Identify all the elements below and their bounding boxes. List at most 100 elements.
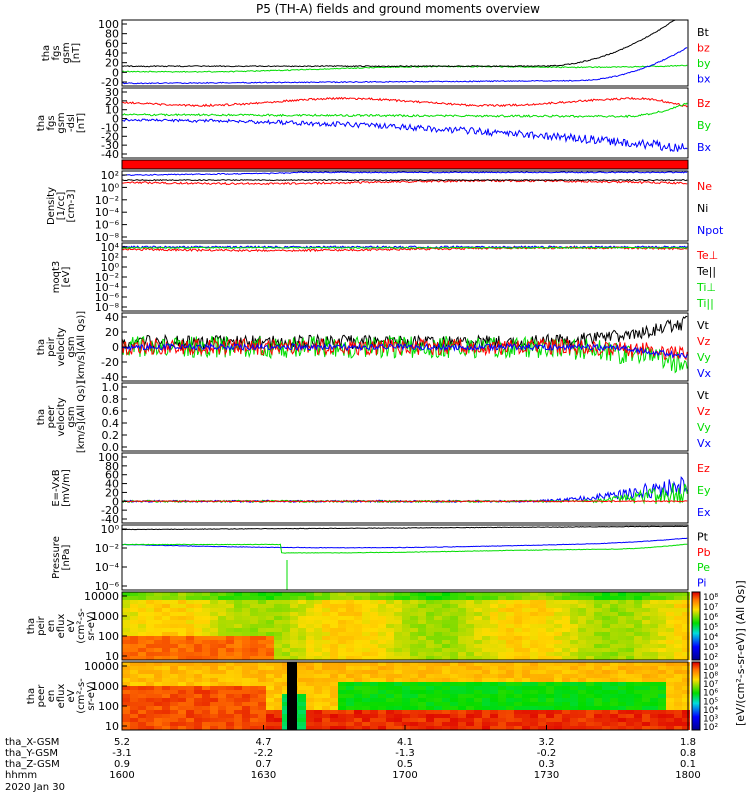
ytick-label: 10⁻⁴ — [95, 206, 120, 219]
ytick-label: 20 — [105, 57, 119, 70]
ylabel-line: peer — [46, 405, 57, 429]
ylabel-line: peir — [36, 615, 47, 635]
ylabel-line: fgs — [51, 45, 62, 60]
trace-Ni — [121, 178, 688, 182]
panel-frame — [121, 170, 689, 242]
legend-entry: Bz — [697, 97, 711, 110]
quality-flag-bar — [122, 160, 688, 169]
ylabel-line: peir — [46, 336, 57, 356]
ytick-label: 0 — [112, 495, 119, 508]
panel-9: 10⁰ 10⁻² 10⁻⁴ 10⁻⁶ Pressure [nPa] Pt Pb Pe Pi — [51, 523, 711, 593]
ylabel-line: fgs — [46, 115, 57, 130]
date-label: 2020 Jan 30 — [5, 782, 65, 793]
ytick-label: 10⁻² — [95, 271, 119, 284]
ytick-label: 10 — [105, 104, 119, 117]
bottom-ephemeris: tha_X-GSM 5.2 4.7 4.1 3.2 1.8 tha_Y-GSM -3.1 -2.… — [5, 725, 701, 793]
ephemeris-value: 0.8 — [680, 748, 696, 759]
legend-entry: Pe — [697, 561, 710, 574]
legend-entry: Vz — [697, 335, 711, 348]
ylabel-line: eflux — [56, 684, 67, 709]
ytick-label: 0.2 — [102, 429, 120, 442]
colorbar-tick: 10³ — [703, 643, 718, 653]
legend-entry: bz — [697, 41, 710, 54]
ylabel-line: velocity — [56, 327, 67, 366]
legend-entry: Npot — [697, 224, 724, 237]
ytick-label: 80 — [105, 460, 119, 473]
colorbar-tick: 10⁵ — [703, 623, 718, 633]
ephemeris-label: hhmm — [5, 770, 37, 781]
legend-entry: Pt — [697, 531, 709, 544]
legend-entry: Ni — [697, 202, 708, 215]
trace-Npot — [121, 171, 688, 177]
colorbar-tick: 10³ — [703, 714, 718, 724]
ylabel-line: [mV/m] — [61, 469, 72, 507]
ytick-label: 20 — [105, 95, 119, 108]
ytick-label: -40 — [101, 513, 119, 526]
ytick-label: 10 — [105, 650, 119, 663]
ytick-label: -30 — [101, 139, 119, 152]
panel-11: 10000 1000 100 10 tha peer en eflux eV (cm²-s-sr-… — [26, 660, 689, 733]
ytick-label: -40 — [101, 148, 119, 161]
ylabel-line: tha — [36, 409, 47, 425]
ytick-label: 0.6 — [102, 405, 120, 418]
ylabel-line: (cm²-s- — [76, 608, 87, 644]
data-gap-marker — [287, 662, 297, 730]
colorbar-frame — [691, 661, 701, 731]
legend-entry: Te|| — [696, 265, 716, 278]
colorbar-tick: 10⁹ — [703, 663, 718, 673]
legend-entry: Te⊥ — [696, 249, 718, 262]
ephemeris-value: -2.2 — [254, 748, 274, 759]
ytick-label: 100 — [98, 18, 119, 31]
legend-entry: Ex — [697, 506, 711, 519]
ytick-label: -20 — [101, 76, 119, 89]
ytick-label: 0 — [112, 113, 119, 126]
ephemeris-label: tha_Z-GSM — [5, 759, 60, 770]
ylabel-line: Pressure — [51, 536, 62, 579]
ytick-label: 100 — [98, 451, 119, 464]
legend-entry: Vx — [697, 437, 712, 450]
ephemeris-value: -1.3 — [395, 748, 415, 759]
ephemeris-label: tha_X-GSM — [5, 737, 59, 748]
ephemeris-value: 4.1 — [397, 737, 413, 748]
ephemeris-value: 0.1 — [680, 759, 696, 770]
ytick-label: -40 — [101, 371, 119, 384]
ylabel-line: tha — [26, 618, 37, 634]
colorbars-group: 10⁸10⁷10⁶10⁵10⁴10³10²10⁹10⁸10⁷10⁶10⁵10⁴1… — [691, 580, 747, 733]
ytick-label: 10⁰ — [101, 181, 120, 194]
ylabel-line: sr-eV) — [86, 681, 97, 710]
trace-Pi — [122, 537, 688, 549]
trace-Ez — [121, 500, 688, 503]
ytick-label: -20 — [101, 130, 119, 143]
legend-entry: Ez — [697, 462, 710, 475]
ylabel-line: gsm — [56, 112, 67, 133]
trace-Vx — [121, 342, 688, 359]
ephemeris-value: 1800 — [675, 770, 700, 781]
ephemeris-value: 1.8 — [680, 737, 696, 748]
ytick-label: 10⁻² — [95, 194, 119, 207]
trace-Bz — [121, 96, 688, 108]
trace-Pe — [121, 543, 688, 554]
ytick-label: 1000 — [91, 610, 119, 623]
ylabel-line: eflux — [56, 614, 67, 639]
ephemeris-value: 1700 — [392, 770, 417, 781]
colorbar-tick: 10⁴ — [703, 633, 718, 643]
ytick-label: -20 — [101, 504, 119, 517]
panel-frame — [121, 452, 689, 524]
panel-frame — [121, 524, 689, 591]
ytick-label: 10000 — [84, 660, 119, 673]
ytick-label: 10⁰ — [101, 261, 120, 274]
ephemeris-value: 1630 — [251, 770, 276, 781]
ytick-label: 0.4 — [102, 417, 120, 430]
ytick-label: 10⁻⁴ — [95, 281, 120, 294]
ytick-label: 10⁻⁴ — [95, 561, 120, 574]
legend-entry: Vx — [697, 367, 712, 380]
panel-3 — [121, 159, 689, 170]
ylabel-line: tha — [26, 688, 37, 704]
ephemeris-value: -0.2 — [537, 748, 557, 759]
ytick-label: 40 — [105, 47, 119, 60]
